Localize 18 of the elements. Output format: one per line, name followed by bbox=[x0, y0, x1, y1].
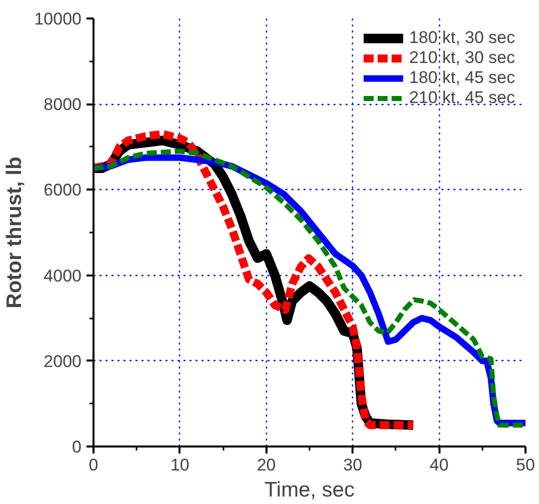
y-tick-label: 10000 bbox=[34, 10, 82, 28]
x-tick-label: 20 bbox=[256, 456, 276, 474]
y-tick-label: 4000 bbox=[44, 266, 82, 286]
x-tick-label: 50 bbox=[516, 456, 535, 474]
legend-label: 180 kt, 45 sec bbox=[409, 68, 515, 88]
legend-label: 210 kt, 30 sec bbox=[409, 48, 515, 68]
x-axis-title: Time, sec bbox=[264, 478, 355, 502]
y-axis-title: Rotor thrust, lb bbox=[3, 156, 26, 308]
x-tick-label: 0 bbox=[88, 456, 98, 474]
y-tick-label: 0 bbox=[72, 438, 82, 456]
x-tick-label: 30 bbox=[343, 456, 362, 474]
legend-label: 210 kt, 45 sec bbox=[409, 88, 515, 108]
y-tick-label: 2000 bbox=[44, 352, 82, 371]
y-tick-label: 8000 bbox=[44, 95, 82, 114]
y-tick-label: 6000 bbox=[44, 180, 82, 200]
x-tick-label: 10 bbox=[170, 456, 190, 474]
legend-label: 180 kt, 30 sec bbox=[409, 28, 515, 48]
x-tick-label: 40 bbox=[430, 456, 449, 474]
